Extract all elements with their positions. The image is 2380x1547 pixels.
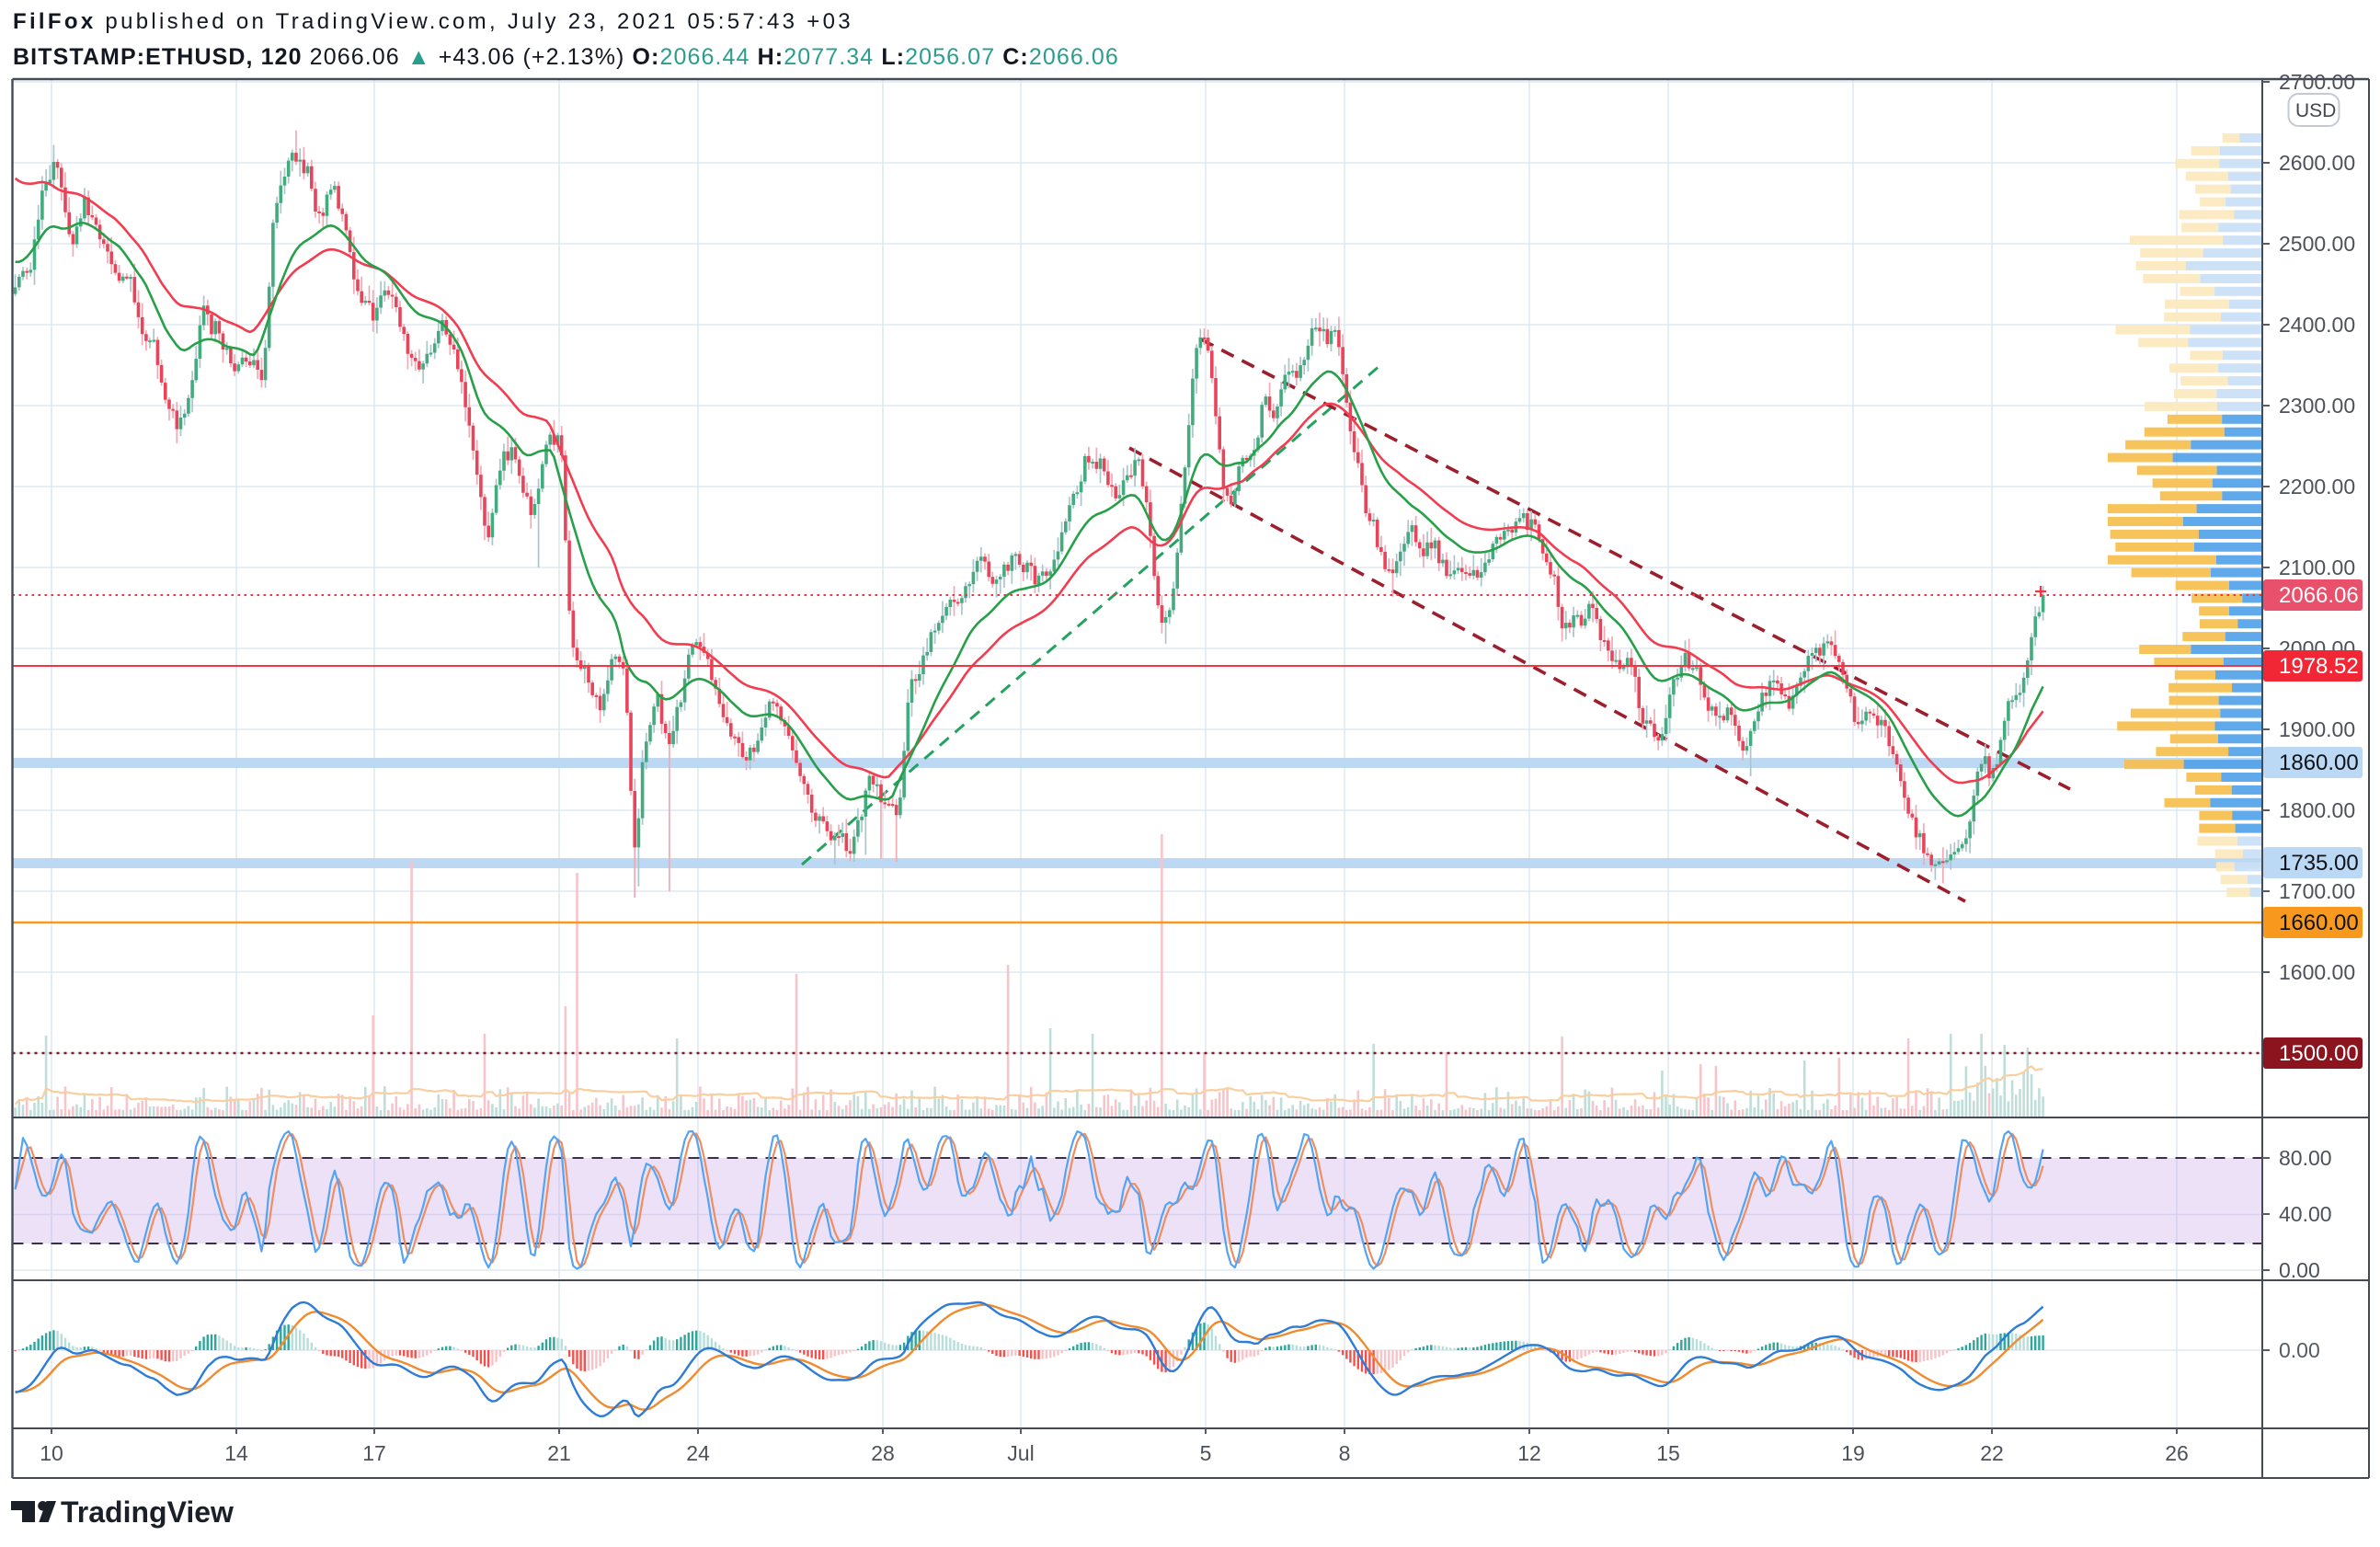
svg-text:15: 15 — [1656, 1441, 1680, 1465]
svg-text:10: 10 — [40, 1441, 63, 1465]
svg-text:5: 5 — [1200, 1441, 1212, 1465]
svg-text:14: 14 — [224, 1441, 248, 1465]
svg-text:2400.00: 2400.00 — [2279, 313, 2355, 337]
svg-text:1900.00: 1900.00 — [2279, 717, 2355, 741]
svg-text:21: 21 — [547, 1441, 571, 1465]
svg-text:Jul: Jul — [1007, 1441, 1034, 1465]
svg-text:1978.52: 1978.52 — [2279, 654, 2359, 679]
svg-text:BITSTAMP:ETHUSD, 120 2066.06 ▲: BITSTAMP:ETHUSD, 120 2066.06 ▲ +43.06 (+… — [13, 44, 1119, 70]
svg-text:1600.00: 1600.00 — [2279, 960, 2355, 984]
svg-text:40.00: 40.00 — [2279, 1202, 2332, 1226]
svg-text:2066.06: 2066.06 — [2279, 583, 2359, 608]
svg-text:19: 19 — [1841, 1441, 1865, 1465]
svg-text:2700.00: 2700.00 — [2279, 70, 2355, 94]
svg-text:2200.00: 2200.00 — [2279, 475, 2355, 498]
svg-text:2300.00: 2300.00 — [2279, 394, 2355, 418]
svg-text:0.00: 0.00 — [2279, 1258, 2320, 1282]
svg-text:26: 26 — [2165, 1441, 2189, 1465]
svg-text:2100.00: 2100.00 — [2279, 556, 2355, 579]
svg-text:1660.00: 1660.00 — [2279, 911, 2359, 935]
svg-text:17: 17 — [362, 1441, 386, 1465]
svg-text:1700.00: 1700.00 — [2279, 879, 2355, 903]
svg-text:22: 22 — [1980, 1441, 2004, 1465]
svg-text:FilFox published on TradingVie: FilFox published on TradingView.com, Jul… — [13, 9, 853, 34]
svg-text:0.00: 0.00 — [2279, 1338, 2320, 1362]
svg-text:80.00: 80.00 — [2279, 1146, 2332, 1170]
svg-text:12: 12 — [1517, 1441, 1541, 1465]
svg-text:24: 24 — [686, 1441, 710, 1465]
svg-text:USD: USD — [2295, 100, 2336, 121]
svg-text:1860.00: 1860.00 — [2279, 751, 2359, 775]
svg-text:8: 8 — [1339, 1441, 1351, 1465]
svg-text:1800.00: 1800.00 — [2279, 798, 2355, 822]
svg-text:TradingView: TradingView — [61, 1495, 234, 1529]
svg-text:2500.00: 2500.00 — [2279, 232, 2355, 256]
svg-text:28: 28 — [871, 1441, 895, 1465]
svg-text:1500.00: 1500.00 — [2279, 1041, 2359, 1066]
svg-text:1735.00: 1735.00 — [2279, 851, 2359, 876]
svg-text:2600.00: 2600.00 — [2279, 151, 2355, 175]
